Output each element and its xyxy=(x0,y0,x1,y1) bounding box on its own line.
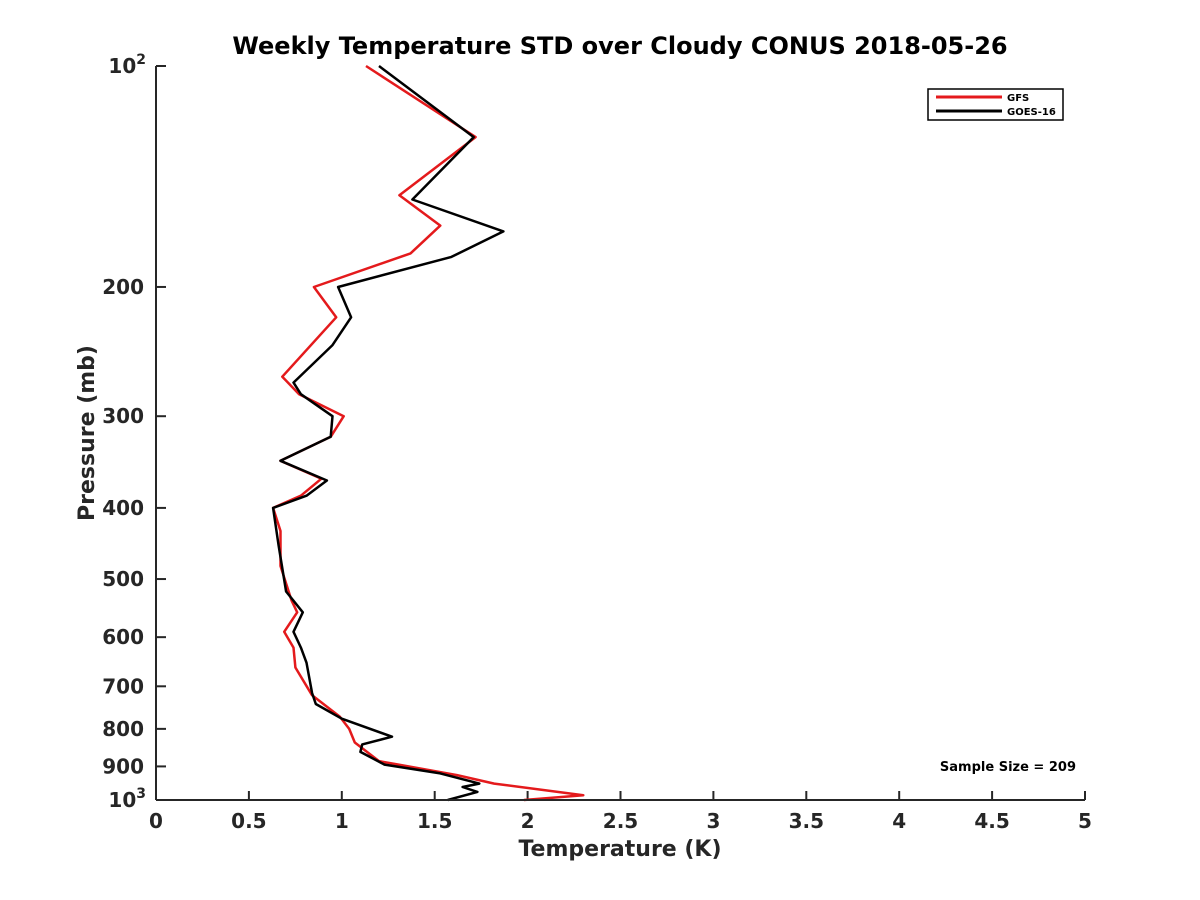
y-tick-label: 200 xyxy=(102,275,144,299)
y-tick-label: 600 xyxy=(102,625,144,649)
sample-size-annotation: Sample Size = 209 xyxy=(940,760,1076,775)
series-line-goes16 xyxy=(271,65,505,802)
y-tick-base: 10 xyxy=(108,788,136,812)
y-tick-label: 700 xyxy=(102,674,144,698)
y-axis-label: Pressure (mb) xyxy=(75,345,100,521)
y-tick-label: 400 xyxy=(102,496,144,520)
x-axis-label: Temperature (K) xyxy=(518,837,721,862)
y-tick-label: 103 xyxy=(108,786,146,812)
x-tick-label: 0 xyxy=(149,809,163,833)
x-tick-label: 2.5 xyxy=(603,809,638,833)
y-tick-base: 10 xyxy=(108,54,136,78)
legend: GFS GOES-16 xyxy=(927,88,1064,121)
y-tick-label: 500 xyxy=(102,567,144,591)
x-tick-label: 5 xyxy=(1078,809,1092,833)
y-tick-exponent: 3 xyxy=(136,786,146,802)
x-tick-label: 2 xyxy=(521,809,535,833)
x-tick-label: 3.5 xyxy=(789,809,824,833)
chart-title: Weekly Temperature STD over Cloudy CONUS… xyxy=(232,32,1007,60)
y-tick-label: 800 xyxy=(102,717,144,741)
y-tick-label: 102 xyxy=(108,52,146,78)
x-tick-label: 1.5 xyxy=(417,809,452,833)
series-layer xyxy=(271,64,585,802)
y-tick-exponent: 2 xyxy=(136,52,146,68)
series-line-gfs xyxy=(271,64,585,802)
legend-label-gfs: GFS xyxy=(1007,93,1029,104)
x-axis-ticks: 0 0.5 1 1.5 2 2.5 3 3.5 4 4.5 5 xyxy=(149,791,1092,833)
legend-label-goes16: GOES-16 xyxy=(1007,107,1056,118)
legend-box xyxy=(927,88,1064,121)
x-tick-label: 3 xyxy=(706,809,720,833)
x-tick-label: 4 xyxy=(892,809,906,833)
x-tick-label: 1 xyxy=(335,809,349,833)
x-tick-label: 4.5 xyxy=(974,809,1009,833)
x-tick-label: 0.5 xyxy=(231,809,266,833)
y-tick-label: 900 xyxy=(102,754,144,778)
y-tick-label: 300 xyxy=(102,404,144,428)
